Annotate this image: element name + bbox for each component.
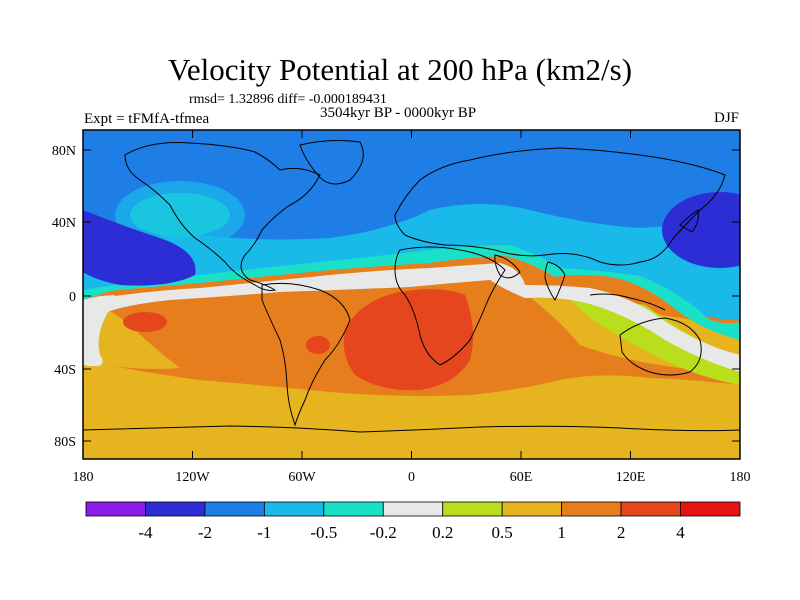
colorbar-label: 2 xyxy=(617,523,626,542)
white-west-edge xyxy=(83,295,115,361)
cyan-band xyxy=(83,245,740,340)
colorbar-swatch xyxy=(442,501,503,517)
gold-region-south xyxy=(83,360,740,459)
lat-tick-label: 80N xyxy=(52,144,76,159)
lon-tick-label: 180 xyxy=(73,470,94,485)
colorbar-swatch xyxy=(145,501,206,517)
greenland-coast xyxy=(299,140,364,185)
deep-blue-lobe-east xyxy=(662,192,740,268)
lon-tick-label: 0 xyxy=(408,470,415,485)
colorbar-swatch xyxy=(263,501,325,517)
lon-tick-label: 180 xyxy=(730,470,751,485)
colorbar-swatch xyxy=(204,501,265,517)
north-america-coast xyxy=(124,142,321,291)
eurasia-coast xyxy=(394,147,726,266)
arabia-coast xyxy=(494,254,521,279)
red-core-southamerica xyxy=(306,336,330,354)
japan-coast xyxy=(679,209,699,233)
australia-coast xyxy=(619,317,702,376)
colorbar-swatch xyxy=(620,501,681,517)
season-label: DJF xyxy=(714,110,740,126)
indonesia-coast xyxy=(589,293,666,311)
antarctica-coast xyxy=(83,425,740,433)
colorbar-label: -0.2 xyxy=(370,523,397,542)
lat-tick-label: 40S xyxy=(54,363,76,378)
lat-tick-label: 80S xyxy=(54,435,76,450)
rmsd-diff-stats: rmsd= 1.32896 diff= -0.000189431 xyxy=(189,92,387,107)
contour-fill-layer xyxy=(83,130,740,459)
latitude-axis: 80N 40N 0 40S 80S xyxy=(52,144,740,450)
lon-tick-label: 60E xyxy=(510,470,533,485)
colorbar-label: -1 xyxy=(257,523,271,542)
white-band xyxy=(83,263,740,372)
colorbar-label: -0.5 xyxy=(310,523,337,542)
gold-region-west xyxy=(83,300,180,369)
lon-tick-label: 60W xyxy=(288,470,316,485)
colorbar-label: 4 xyxy=(676,523,685,542)
colorbar-label: -2 xyxy=(198,523,212,542)
red-core-pacific xyxy=(123,312,167,332)
colorbar-swatch xyxy=(680,501,741,517)
colorbar-swatch xyxy=(323,501,384,517)
colorbar-label: 1 xyxy=(557,523,566,542)
period-label: 3504kyr BP - 0000kyr BP xyxy=(320,105,477,121)
lat-tick-label: 40N xyxy=(52,216,76,231)
map-title: Velocity Potential at 200 hPa (km2/s) xyxy=(167,52,633,87)
colorbar-swatch xyxy=(85,501,146,517)
colorbar: -4 -2 -1 -0.5 -0.2 0.2 0.5 1 2 4 xyxy=(85,501,741,542)
colorbar-label: 0.2 xyxy=(432,523,453,542)
india-coast xyxy=(544,261,566,301)
colorbar-swatch xyxy=(501,501,563,517)
south-america-coast xyxy=(261,282,351,427)
colorbar-label: 0.5 xyxy=(492,523,513,542)
africa-coast xyxy=(394,246,506,366)
colorbar-swatch xyxy=(561,501,622,517)
deep-blue-lobe-west xyxy=(83,210,196,286)
longitude-axis: 180 120W 60W 0 60E 120E 180 xyxy=(73,130,751,485)
experiment-label: Expt = tFMfA-tfmea xyxy=(84,111,210,127)
colorbar-label: -4 xyxy=(138,523,153,542)
lon-tick-label: 120W xyxy=(175,470,210,485)
lon-tick-label: 120E xyxy=(616,470,646,485)
coastlines xyxy=(83,140,740,433)
lat-tick-label: 0 xyxy=(69,290,76,305)
light-blue-halo-pacific xyxy=(115,181,245,249)
colorbar-swatch xyxy=(382,501,444,517)
